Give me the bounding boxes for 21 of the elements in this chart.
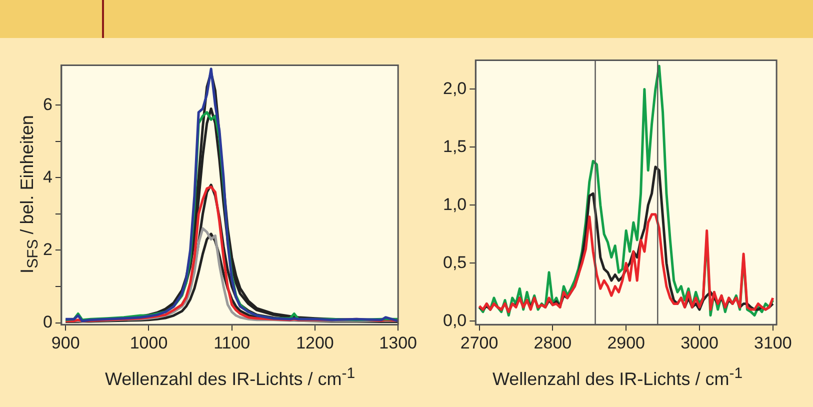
y-tick-label: 0 — [42, 312, 52, 332]
y-tick-label: 0,5 — [442, 252, 467, 272]
y-tick-label: 4 — [42, 167, 52, 186]
x-tick-label: 2700 — [460, 333, 498, 352]
x-tick-label: 900 — [51, 333, 80, 352]
y-tick-label: 1,0 — [442, 194, 467, 214]
y-tick-label: 2,0 — [442, 78, 467, 98]
y-tick-label: 0,0 — [442, 310, 467, 330]
x-tick-label: 3100 — [754, 333, 792, 352]
x-tick-label: 2800 — [534, 333, 572, 352]
y-tick-label: 1,5 — [442, 136, 467, 156]
x-tick-label: 1300 — [379, 333, 418, 352]
x-tick-label: 1200 — [296, 333, 334, 352]
x-tick-label: 3000 — [680, 333, 718, 352]
x-axis-title: Wellenzahl des IR-Lichts / cm$^{-1}$ — [104, 365, 356, 390]
x-tick-label: 1100 — [214, 333, 250, 352]
x-axis-title: Wellenzahl des IR-Lichts / cm$^{-1}$ — [491, 365, 744, 390]
y-tick-label: 2 — [42, 240, 52, 259]
y-tick-label: 6 — [42, 94, 52, 114]
x-tick-label: 1000 — [130, 333, 168, 352]
x-tick-label: 2900 — [607, 333, 646, 352]
